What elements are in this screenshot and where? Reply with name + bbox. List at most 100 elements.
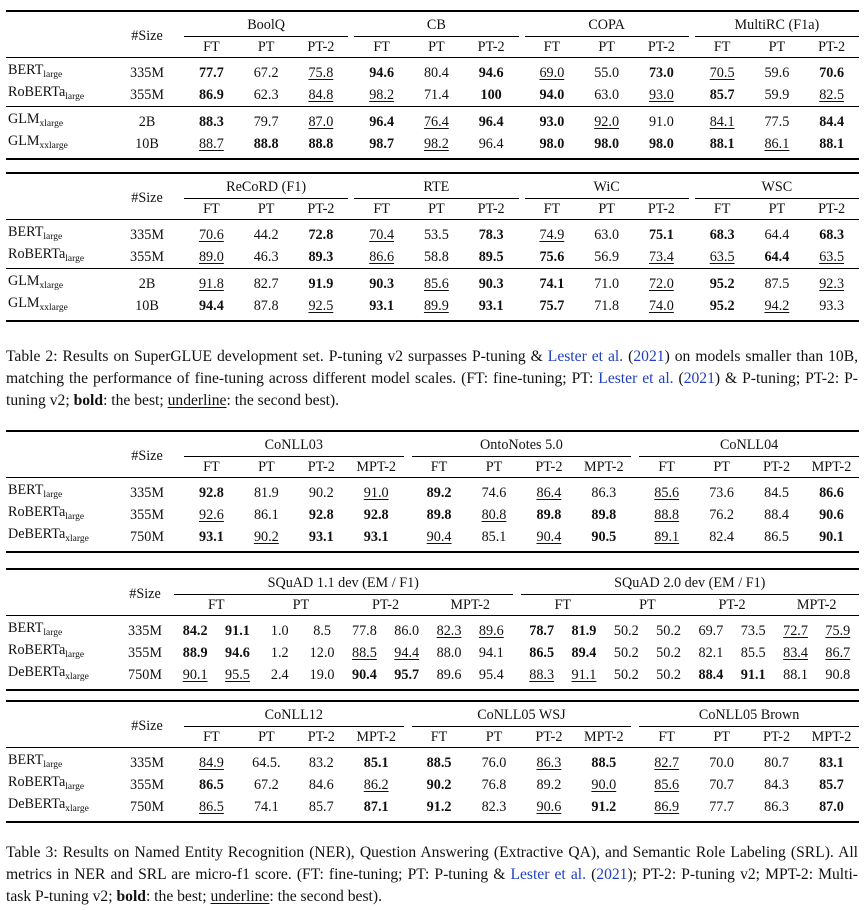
second-best-score: 63.5 <box>709 248 735 265</box>
score-cell: 88.1 <box>774 664 816 686</box>
score: 73.5 <box>740 622 766 639</box>
score: 62.3 <box>253 86 279 103</box>
subcolumn-header: FT <box>658 458 675 475</box>
second-best-score: 80.8 <box>481 506 507 523</box>
rule-cell <box>6 615 859 620</box>
score-cell: 90.4 <box>412 526 467 548</box>
best-score: 90.4 <box>351 666 377 683</box>
score-cell: 75.6 <box>525 246 580 269</box>
score-cell: 95.7 <box>386 664 428 686</box>
subcolumn-header: MPT-2 <box>811 458 852 475</box>
second-best-score: 88.3 <box>529 666 555 683</box>
score-cell: 91.2 <box>412 796 467 818</box>
model-param-count: 355M <box>130 506 164 523</box>
subcolumn-header-row: FT PT PT-2 MPT-2 FT PT PT-2 MPT-2 FT PT PT-2 MPT-2 <box>6 727 859 748</box>
score-cell: 46.3 <box>239 246 294 269</box>
best-score: 88.1 <box>819 135 845 152</box>
group-header: SQuAD 1.1 dev (EM / F1) <box>174 573 513 595</box>
best-score: 94.0 <box>539 86 565 103</box>
citation-year-link[interactable]: 2021 <box>596 866 628 883</box>
second-best-score: 91.0 <box>363 484 389 501</box>
score-cell: 87.0 <box>294 111 349 133</box>
score: 90.2 <box>308 484 334 501</box>
second-best-score: 70.4 <box>369 226 395 243</box>
score-cell: 89.0 <box>184 246 239 269</box>
table-row: DeBERTaxlarge 750M 86.5 74.1 85.7 87.1 91.2 82.… <box>6 796 859 818</box>
size-header: #Size <box>131 189 163 206</box>
score-cell: 76.2 <box>694 504 749 526</box>
midrule <box>6 57 859 62</box>
header-blank <box>6 199 116 220</box>
second-best-score: 69.0 <box>539 64 565 81</box>
second-best-score: 70.6 <box>198 226 224 243</box>
score-cell: 88.5 <box>343 642 385 664</box>
score-cell: 90.8 <box>817 664 859 686</box>
botrule <box>6 818 859 823</box>
score-cell: 93.0 <box>634 84 689 107</box>
best-score: 86.9 <box>198 86 224 103</box>
score: 73.6 <box>709 484 735 501</box>
score-cell: 8.5 <box>301 620 343 642</box>
citation-year-link[interactable]: 2021 <box>633 348 665 365</box>
second-best-score: 88.7 <box>198 135 224 152</box>
best-score: 100 <box>480 86 502 103</box>
gap-cell <box>631 482 639 504</box>
score-cell: 72.0 <box>634 273 689 295</box>
best-score: 68.3 <box>709 226 735 243</box>
best-score: 90.3 <box>369 275 395 292</box>
model-name: GLMxxlarge <box>6 133 116 155</box>
caption-text: ( <box>623 348 634 365</box>
model-size-subscript: xlarge <box>65 672 89 682</box>
score-cell: 84.4 <box>804 111 859 133</box>
citation-link[interactable]: Lester et al. <box>547 348 624 365</box>
model-size-subscript: large <box>43 70 63 80</box>
score-cell: 83.1 <box>804 752 859 774</box>
second-best-score: 90.4 <box>426 528 452 545</box>
score-cell: 81.9 <box>563 620 605 642</box>
header-blank <box>6 457 116 478</box>
second-best-score: 98.2 <box>423 135 449 152</box>
score: 50.2 <box>613 622 639 639</box>
score-cell: 88.8 <box>239 133 294 155</box>
model-base: RoBERTa <box>8 84 66 100</box>
model-size-subscript: large <box>65 512 85 522</box>
score-cell: 82.4 <box>694 526 749 548</box>
second-best-score: 85.6 <box>654 484 680 501</box>
model-size-subscript: large <box>43 760 63 770</box>
second-best-score: 90.1 <box>182 666 208 683</box>
score-cell: 63.5 <box>804 246 859 269</box>
subcolumn-header: FT <box>373 38 390 55</box>
best-score: 91.2 <box>591 798 617 815</box>
score-cell: 88.8 <box>639 504 694 526</box>
header-blank <box>6 595 120 616</box>
best-score: 91.9 <box>308 275 334 292</box>
model-param-count: 2B <box>138 113 156 130</box>
score-cell: 93.1 <box>184 526 239 548</box>
score-cell: 70.0 <box>694 752 749 774</box>
gap-cell <box>404 482 412 504</box>
citation-link[interactable]: Lester et al. <box>510 866 586 883</box>
second-best-score: 84.8 <box>308 86 334 103</box>
score-cell: 53.5 <box>409 224 464 246</box>
score: 88.0 <box>436 644 462 661</box>
best-score: 89.5 <box>478 248 504 265</box>
best-score: 64.4 <box>764 248 790 265</box>
score-cell: 89.3 <box>294 246 349 269</box>
toprule <box>6 10 859 15</box>
table-row: RoBERTalarge 355M 88.9 94.6 1.2 12.0 88.5 94.4 8… <box>6 642 859 664</box>
gap-cell <box>513 620 521 642</box>
score-cell: 93.3 <box>804 295 859 317</box>
score-cell: 86.5 <box>521 642 563 664</box>
citation-link[interactable]: Lester et al. <box>598 370 674 387</box>
score: 86.3 <box>764 798 789 815</box>
rule-cell <box>6 155 859 160</box>
best-score: 75.6 <box>539 248 565 265</box>
score-cell: 50.2 <box>647 620 689 642</box>
second-best-score: 90.4 <box>536 528 562 545</box>
citation-year-link[interactable]: 2021 <box>683 370 715 387</box>
model-param-count: 10B <box>135 135 159 152</box>
best-score: 94.6 <box>225 644 250 661</box>
group-header: CoNLL03 <box>184 435 404 457</box>
table3-srl-grid: #Size CoNLL12 CoNLL05 WSJ CoNLL05 Brown FT PT… <box>6 700 859 823</box>
score: 63.0 <box>594 226 620 243</box>
